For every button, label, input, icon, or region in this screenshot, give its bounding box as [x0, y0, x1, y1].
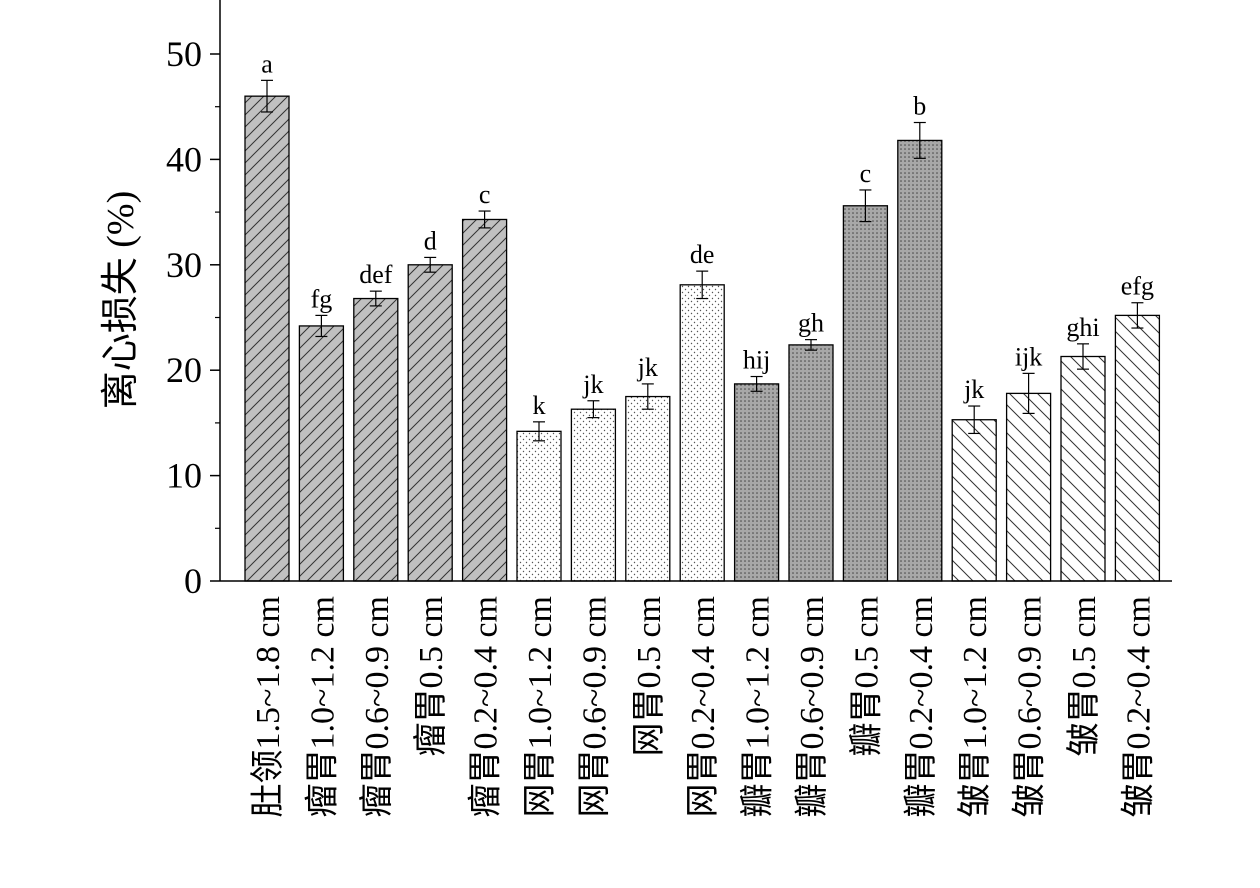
bar	[570, 408, 617, 582]
x-tick-label: 皱胃0.6~0.9 cm	[1011, 596, 1049, 817]
significance-letter: c	[860, 159, 872, 188]
y-tick-label: 20	[166, 350, 202, 390]
bar	[951, 419, 997, 582]
y-axis-label: 离心损失 (%)	[100, 191, 142, 409]
bar	[298, 325, 345, 582]
bar	[1114, 314, 1161, 582]
bar	[353, 297, 399, 582]
significance-letter: d	[424, 226, 437, 255]
significance-letter: ghi	[1066, 313, 1099, 342]
bar	[625, 395, 671, 582]
bar	[679, 284, 725, 582]
x-tick-label: 瓣胃1.0~1.2 cm	[740, 596, 777, 817]
significance-letter: jk	[582, 370, 603, 399]
x-tick-label: 瓣胃0.2~0.4 cm	[903, 596, 940, 817]
significance-letter: gh	[798, 309, 824, 338]
significance-letter: ijk	[1015, 342, 1042, 371]
y-tick-label: 40	[166, 139, 202, 179]
bar	[1005, 392, 1052, 582]
x-tick-label: 瘤胃0.6~0.9 cm	[358, 596, 396, 817]
significance-letter: fg	[311, 284, 333, 313]
x-tick-label: 皱胃0.5 cm	[1065, 596, 1103, 757]
significance-letter: b	[913, 92, 926, 121]
x-tick-label: 网胃0.6~0.9 cm	[576, 596, 613, 817]
y-tick-label: 0	[184, 561, 202, 601]
bar	[1060, 355, 1106, 582]
bar	[244, 95, 290, 582]
x-tick-label: 瓣胃0.5 cm	[848, 596, 885, 757]
x-tick-label: 皱胃0.2~0.4 cm	[1119, 596, 1157, 817]
bar	[733, 383, 780, 582]
y-tick-label: 10	[166, 456, 202, 496]
bar	[516, 430, 562, 582]
x-tick-label: 网胃0.2~0.4 cm	[685, 596, 722, 817]
x-tick-label: 皱胃1.0~1.2 cm	[956, 596, 994, 817]
y-tick-label: 30	[166, 245, 202, 285]
x-tick-label: 肚领1.5~1.8 cm	[249, 596, 287, 817]
significance-letter: efg	[1121, 272, 1154, 301]
significance-letter: jk	[637, 353, 658, 382]
significance-letter: def	[359, 260, 393, 289]
bar	[788, 344, 834, 582]
significance-letter: k	[533, 391, 546, 420]
significance-letter: a	[261, 49, 273, 78]
y-tick-label: 50	[166, 34, 202, 74]
significance-letter: de	[690, 240, 715, 269]
significance-letter: c	[479, 180, 491, 209]
x-tick-label: 瘤胃0.2~0.4 cm	[467, 596, 505, 817]
x-tick-label: 瘤胃1.0~1.2 cm	[303, 596, 341, 817]
significance-letter: hij	[743, 346, 770, 375]
x-tick-label: 网胃0.5 cm	[631, 596, 668, 757]
bar	[897, 139, 943, 582]
bar	[461, 218, 508, 582]
x-tick-label: 瓣胃0.6~0.9 cm	[794, 596, 831, 817]
bar	[842, 205, 889, 582]
x-tick-label: 瘤胃0.5 cm	[412, 596, 450, 757]
significance-letter: jk	[963, 375, 984, 404]
x-tick-label: 网胃1.0~1.2 cm	[522, 596, 559, 817]
bar	[407, 264, 453, 582]
